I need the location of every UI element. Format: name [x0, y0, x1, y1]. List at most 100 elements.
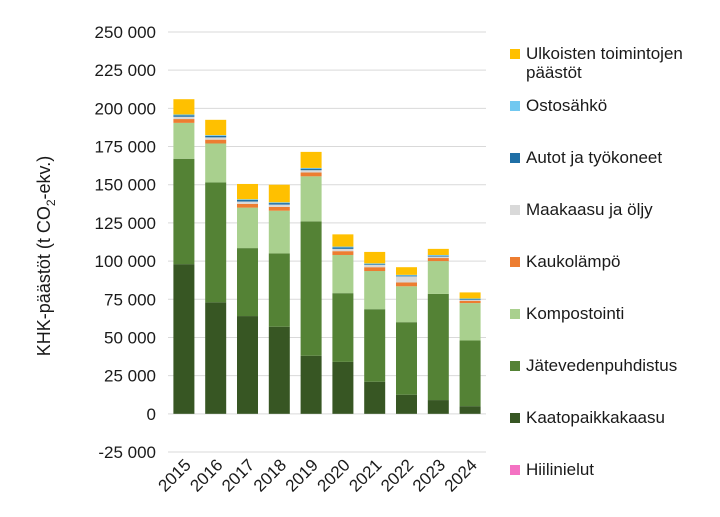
legend-swatch: [510, 257, 520, 267]
x-tick-label: 2021: [345, 455, 385, 495]
y-tick-label: 25 000: [104, 367, 156, 386]
bar-segment: [237, 248, 258, 317]
bar-segment: [237, 207, 258, 249]
legend-item: Maakaasu ja öljy: [510, 200, 720, 219]
bar-segment: [205, 119, 227, 136]
bar-segment: [459, 300, 481, 304]
bar-segment: [173, 99, 195, 115]
bar-segment: [205, 135, 227, 138]
bar-segment: [173, 119, 195, 123]
legend-label: Hiilinielut: [526, 460, 595, 479]
legend-label: Ostosähkö: [526, 96, 608, 115]
bar-segment: [205, 137, 227, 140]
bar-segment: [237, 199, 258, 200]
legend-item: Autot ja työkoneet: [510, 148, 720, 167]
bar-segment: [173, 116, 195, 120]
bar-segment: [396, 267, 417, 275]
bar-segment: [332, 234, 354, 247]
bar-segment: [427, 261, 449, 294]
legend-item: Kompostointi: [510, 304, 720, 323]
bar-segment: [300, 176, 322, 222]
x-tick-label: 2017: [218, 455, 258, 495]
y-tick-label: 150 000: [95, 176, 156, 195]
bar-segment: [268, 202, 290, 204]
bar-segment: [396, 275, 417, 277]
bar-segment: [364, 263, 386, 265]
bar-segment: [173, 115, 195, 117]
bar-segment: [237, 201, 258, 204]
y-tick-label: 250 000: [95, 23, 156, 42]
bar-segment: [300, 168, 322, 171]
legend-swatch: [510, 49, 520, 59]
legend-item: Jätevedenpuhdistus: [510, 356, 720, 375]
bar-segment: [237, 200, 258, 202]
y-tick-label: 0: [147, 405, 156, 424]
bar-segment: [268, 253, 290, 327]
bar-segment: [205, 143, 227, 183]
bar-segment: [300, 167, 322, 169]
bar-segment: [237, 183, 258, 200]
y-tick-label: 175 000: [95, 138, 156, 157]
legend-swatch: [510, 413, 520, 423]
legend-label: Kaatopaikkakaasu: [526, 408, 665, 427]
bar-segment: [396, 274, 417, 276]
bar-segment: [364, 309, 386, 382]
bar-segment: [268, 206, 290, 211]
legend-item: Hiilinielut: [510, 460, 720, 479]
bar-segment: [300, 221, 322, 356]
bar-segment: [459, 300, 481, 301]
bar-segment: [332, 254, 354, 294]
x-tick-label: 2018: [250, 455, 290, 495]
bar-segment: [173, 114, 195, 116]
bar-segment: [396, 322, 417, 395]
bar-segment: [427, 400, 449, 414]
bar-segment: [268, 184, 290, 203]
bar-segment: [237, 316, 258, 414]
x-tick-label: 2023: [409, 455, 449, 495]
bars: [173, 99, 481, 414]
bar-segment: [396, 394, 417, 414]
x-tick-label: 2015: [155, 455, 195, 495]
y-axis-label: KHK-päästöt (t CO2-ekv.): [34, 156, 58, 356]
legend-swatch: [510, 361, 520, 371]
y-tick-labels: -25 000 0 25 000 50 000 75 000 100 000 125 000…: [95, 23, 156, 462]
bar-segment: [268, 210, 290, 254]
bar-segment: [459, 298, 481, 300]
bar-segment: [332, 246, 354, 248]
bar-segment: [268, 204, 290, 207]
bar-segment: [300, 151, 322, 168]
bar-segment: [300, 172, 322, 177]
legend-swatch: [510, 309, 520, 319]
bar-segment: [427, 248, 449, 255]
legend-item: Kaukolämpö: [510, 252, 720, 271]
bar-segment: [364, 264, 386, 265]
legend-swatch: [510, 153, 520, 163]
bar-segment: [459, 292, 481, 299]
y-tick-label: 75 000: [104, 290, 156, 309]
bar-segment: [459, 406, 481, 414]
bar-segment: [427, 256, 449, 259]
bar-segment: [459, 299, 481, 301]
legend-label: Jätevedenpuhdistus: [526, 356, 678, 375]
bar-segment: [364, 264, 386, 268]
bar-segment: [396, 286, 417, 323]
legend-label: Ulkoisten toimintojen päästöt: [526, 44, 683, 82]
bar-segment: [205, 182, 227, 303]
bar-segment: [332, 293, 354, 362]
bar-segment: [300, 355, 322, 414]
bar-segment: [396, 276, 417, 283]
legend-label: Kaukolämpö: [526, 252, 621, 271]
bar-segment: [332, 247, 354, 249]
y-tick-label: 100 000: [95, 252, 156, 271]
bar-segment: [268, 203, 290, 205]
bar-segment: [332, 361, 354, 414]
y-tick-label: 225 000: [95, 61, 156, 80]
legend-label: Autot ja työkoneet: [526, 148, 663, 167]
bar-segment: [205, 302, 227, 414]
bar-segment: [427, 255, 449, 257]
legend-swatch: [510, 205, 520, 215]
y-tick-label: 125 000: [95, 214, 156, 233]
legend-swatch: [510, 101, 520, 111]
bar-segment: [364, 381, 386, 414]
legend-label: Maakaasu ja öljy: [526, 200, 653, 219]
